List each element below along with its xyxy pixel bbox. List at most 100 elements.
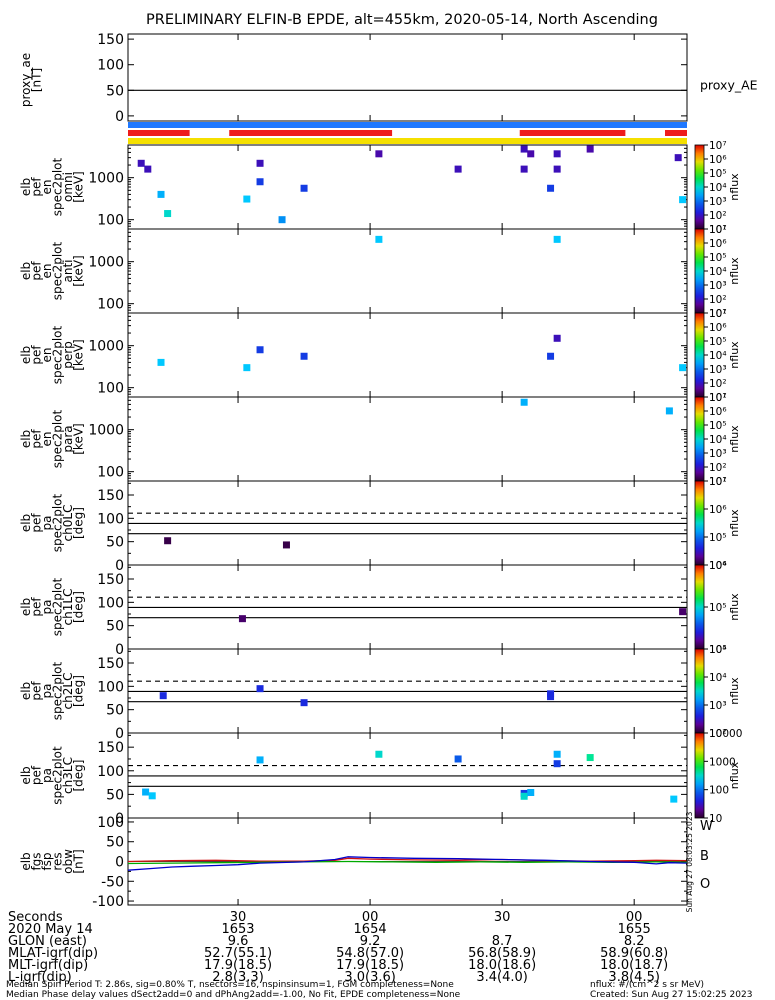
spec-panel-0-colorbar — [694, 144, 705, 230]
mag-panel-ylabel-4: obw — [61, 849, 75, 874]
spec-panel-1-cbar-ticklabel: 10³ — [709, 280, 727, 292]
spec-panel-2-data-cell — [243, 364, 251, 372]
spec-panel-3-ytick-label: 1000 — [88, 423, 124, 439]
pa-panel-0-ylabel-5: [deg] — [72, 507, 86, 539]
spec-panel-0-data-cell — [375, 150, 383, 158]
spec-panel-0-data-cell — [553, 150, 561, 158]
spec-panel-0-frame — [127, 144, 688, 230]
proxy-ae-frame — [127, 33, 688, 122]
mag-panel-ylabel-0: elb — [19, 852, 33, 870]
pa-panel-1-ylabel-0: elb — [19, 598, 33, 616]
spec-panel-0-cbar-ticklabel: 10⁷ — [709, 140, 727, 152]
spec-panel-0-data-cell — [256, 159, 264, 167]
axis-row-label-l: L-igrf(dip) — [8, 970, 72, 985]
spec-panel-0-cbar-ticklabel: 10¹ — [709, 224, 727, 236]
axis-row-value-l: 2.8(3.3) — [212, 970, 264, 985]
pa-panel-1-ylabel-3: spec2plot — [51, 577, 65, 636]
spec-panel-1-cbar-label: nflux — [728, 257, 741, 285]
axis-row-value-mlt: 18.0(18.6) — [468, 958, 536, 973]
spec-panel-1-cbar-ticklabel: 10⁶ — [709, 238, 727, 250]
spec-panel-2-data-cell — [300, 352, 308, 360]
spec-panel-3-data-cell — [520, 398, 528, 406]
spec-panel-2-ylabel-4: perp — [61, 341, 75, 369]
pa-panel-0-cbar-label: nflux — [728, 509, 741, 537]
axis-row-label-mlat: MLAT-igrf(dip) — [8, 946, 98, 961]
pa-panel-0-cbar-ticklabel: 10⁶ — [709, 504, 727, 516]
axis-row-value-seconds: 30 — [494, 910, 511, 925]
spec-panel-0-cbar-ticklabel: 10³ — [709, 196, 727, 208]
pa-panel-2-ylabel-0: elb — [19, 682, 33, 700]
pa-panel-2-ytick-label: 100 — [97, 679, 124, 695]
pa-panel-0-cbar-ticklabel: 10⁴ — [709, 560, 727, 572]
spec-panel-0-data-cell — [454, 165, 462, 173]
pa-panel-2-ytick-label: 150 — [97, 656, 124, 672]
spec-panel-3-cbar-ticklabel: 10⁵ — [709, 420, 727, 432]
pa-panel-3-ylabel-5: [deg] — [72, 760, 86, 792]
mag-legend-B: B — [700, 849, 709, 864]
spec-panel-0-data-cell — [586, 145, 594, 153]
pa-panel-1-ytick-label: 50 — [106, 619, 124, 635]
spec-panel-0-data-cell — [553, 165, 561, 173]
spec-panel-2-ylabel-0: elb — [19, 346, 33, 364]
pa-panel-3-data-cell — [142, 788, 150, 796]
pa-panel-2-ylabel-3: spec2plot — [51, 661, 65, 720]
spec-panel-1-cbar-ticklabel: 10⁵ — [709, 252, 727, 264]
spec-panel-2-ytick-label: 100 — [97, 381, 124, 397]
pa-panel-3-cbar-label: nflux — [728, 761, 741, 789]
pa-panel-3-cbar-ticklabel: 100 — [709, 785, 729, 797]
spec-panel-3-cbar-ticklabel: 10⁶ — [709, 406, 727, 418]
side-timestamp: Sun Aug 27 08:03:25 2023 — [685, 811, 694, 912]
spec-panel-0-data-cell — [679, 196, 687, 204]
spec-panel-3-ylabel-3: spec2plot — [51, 409, 65, 468]
axis-row-value-mlat: 54.8(57.0) — [336, 946, 404, 961]
axis-row-value-mlt: 17.9(18.5) — [336, 958, 404, 973]
spec-panel-2-cbar-ticklabel: 10⁵ — [709, 336, 727, 348]
spec-panel-0-ytick-label: 1000 — [88, 171, 124, 187]
pa-panel-0-ylabel-3: spec2plot — [51, 493, 65, 552]
spec-panel-0-cbar-ticklabel: 10⁵ — [709, 168, 727, 180]
spec-panel-2-cbar-ticklabel: 10⁶ — [709, 322, 727, 334]
pa-panel-0-ytick-label: 100 — [97, 511, 124, 527]
pa-panel-2-cbar-label: nflux — [728, 677, 741, 705]
spec-panel-3-colorbar — [694, 396, 705, 482]
spec-panel-0-ylabel-0: elb — [19, 178, 33, 196]
axis-row-label-mlt: MLT-igrf(dip) — [8, 958, 88, 973]
spec-panel-1-cbar-ticklabel: 10⁷ — [709, 224, 727, 236]
pa-panel-3-cbar-ticklabel: 10 — [709, 813, 722, 825]
spec-panel-0-ylabel-2: en — [40, 180, 54, 195]
mag-panel-ylabel-3: res — [51, 852, 65, 870]
pa-panel-2-ylabel-4: ch2LC — [61, 673, 75, 710]
pa-panel-3-data-cell — [520, 792, 528, 800]
pa-panel-2-ylabel-5: [deg] — [72, 675, 86, 707]
axis-row-value-date: 1653 — [221, 922, 254, 937]
red-status-bar — [229, 130, 393, 136]
spec-panel-0-data-cell — [256, 178, 264, 186]
spec-panel-0-data-cell — [164, 210, 172, 218]
axis-row-value-glon: 9.2 — [360, 934, 381, 949]
spec-panel-1-ylabel-0: elb — [19, 262, 33, 280]
spec-panel-0-data-cell — [674, 154, 682, 162]
spec-panel-3-ylabel-1: pef — [30, 429, 44, 449]
mag-panel-ylabel-1: fgs — [30, 852, 44, 870]
pa-panel-3-cbar-ticklabel: 1000 — [709, 756, 736, 768]
spec-panel-1-colorbar — [694, 228, 705, 314]
red-status-bar — [519, 130, 626, 136]
spec-panel-2-ylabel-1: pef — [30, 345, 44, 365]
spec-panel-0-data-cell — [520, 165, 528, 173]
pa-panel-1-ytick-label: 100 — [97, 595, 124, 611]
spec-panel-1-ytick-label: 1000 — [88, 255, 124, 271]
spec-panel-3-ylabel-0: elb — [19, 430, 33, 448]
footer-right-1: Created: Sun Aug 27 15:02:25 2023 — [590, 990, 752, 1000]
spec-panel-2-cbar-ticklabel: 10² — [709, 378, 727, 390]
pa-panel-0-ytick-label: 50 — [106, 535, 124, 551]
footer-left-0: Median Spin Period T: 2.86s, sig=0.80% T… — [6, 980, 454, 990]
axis-row-value-date: 1655 — [618, 922, 651, 937]
pa-panel-3-ytick-label: 100 — [97, 764, 124, 780]
axis-row-value-seconds: 30 — [230, 910, 247, 925]
axis-row-value-mlt: 18.0(18.7) — [600, 958, 668, 973]
spec-panel-0-data-cell — [278, 216, 286, 224]
spec-panel-1-cbar-ticklabel: 10² — [709, 294, 727, 306]
spec-panel-1-data-cell — [553, 235, 561, 243]
yellow-status-bar — [128, 138, 687, 144]
pa-panel-0-ylabel-1: pef — [30, 513, 44, 533]
